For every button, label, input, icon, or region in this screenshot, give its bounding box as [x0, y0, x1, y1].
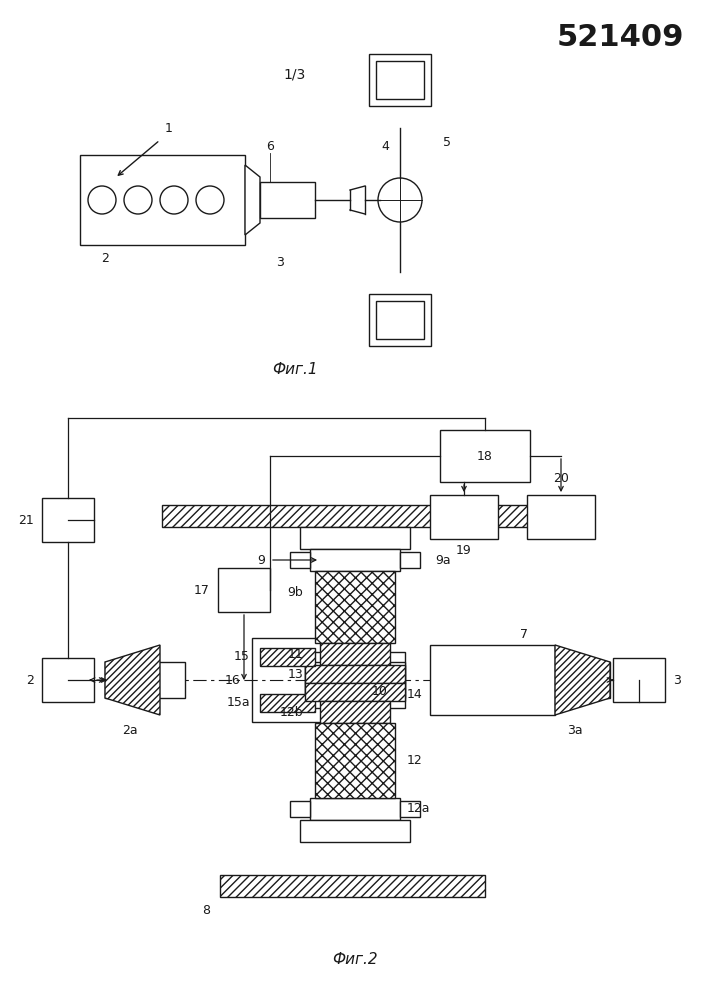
- Bar: [380, 652, 405, 708]
- Bar: [369, 54, 431, 106]
- Bar: [260, 648, 315, 666]
- Text: 9: 9: [257, 554, 265, 566]
- Bar: [218, 568, 270, 612]
- Text: 12b: 12b: [279, 706, 303, 718]
- Text: 1/3: 1/3: [284, 68, 306, 82]
- Text: 10: 10: [372, 685, 388, 698]
- Bar: [305, 662, 405, 698]
- Text: 14: 14: [407, 688, 423, 702]
- Bar: [369, 294, 431, 346]
- Text: 12: 12: [407, 754, 423, 767]
- Text: 20: 20: [553, 472, 569, 485]
- Bar: [220, 875, 485, 897]
- Bar: [376, 301, 424, 339]
- Polygon shape: [245, 165, 260, 235]
- Bar: [300, 820, 410, 842]
- Bar: [315, 571, 395, 643]
- Text: 2a: 2a: [122, 724, 138, 736]
- Bar: [320, 643, 390, 665]
- Text: 3: 3: [276, 255, 284, 268]
- Bar: [376, 61, 424, 99]
- Text: 3a: 3a: [567, 724, 583, 736]
- Text: 9a: 9a: [435, 554, 450, 566]
- Text: 13: 13: [287, 668, 303, 680]
- Text: Фиг.1: Фиг.1: [272, 362, 318, 377]
- Text: 11: 11: [287, 648, 303, 660]
- Bar: [320, 701, 390, 723]
- Text: 9b: 9b: [287, 585, 303, 598]
- Bar: [430, 495, 498, 539]
- Polygon shape: [105, 645, 160, 715]
- Bar: [527, 495, 595, 539]
- Bar: [300, 527, 410, 549]
- Text: 8: 8: [202, 904, 210, 916]
- Bar: [290, 552, 310, 568]
- Bar: [305, 652, 330, 708]
- Bar: [305, 665, 405, 683]
- Text: 3: 3: [673, 674, 681, 686]
- Text: 15a: 15a: [226, 696, 250, 710]
- Text: 15: 15: [234, 650, 250, 664]
- Bar: [613, 658, 665, 702]
- Bar: [310, 798, 400, 820]
- Text: 521409: 521409: [556, 23, 684, 52]
- Text: 17: 17: [194, 584, 210, 596]
- Bar: [430, 645, 555, 715]
- Bar: [105, 662, 185, 698]
- Bar: [400, 552, 420, 568]
- Circle shape: [378, 178, 422, 222]
- Bar: [315, 723, 395, 798]
- Text: 18: 18: [477, 450, 493, 462]
- Text: Фиг.2: Фиг.2: [332, 952, 378, 968]
- Bar: [400, 801, 420, 817]
- Text: 7: 7: [520, 629, 528, 642]
- Text: 2: 2: [101, 251, 109, 264]
- Polygon shape: [555, 645, 610, 715]
- Bar: [260, 694, 315, 712]
- Text: 1: 1: [165, 122, 173, 135]
- Text: 21: 21: [18, 514, 34, 526]
- Bar: [80, 155, 245, 245]
- Bar: [305, 683, 405, 701]
- Bar: [42, 658, 94, 702]
- Text: 6: 6: [266, 140, 274, 153]
- Text: 12a: 12a: [407, 802, 431, 816]
- Bar: [42, 498, 94, 542]
- Text: 16: 16: [224, 674, 240, 686]
- Bar: [315, 666, 330, 694]
- Text: 2: 2: [26, 674, 34, 686]
- Bar: [260, 182, 315, 218]
- Bar: [162, 505, 542, 527]
- Bar: [440, 430, 530, 482]
- Bar: [252, 638, 337, 722]
- Text: 4: 4: [381, 140, 389, 153]
- Text: 5: 5: [443, 136, 451, 149]
- Bar: [290, 801, 310, 817]
- Text: 19: 19: [456, 544, 472, 558]
- Bar: [530, 662, 610, 698]
- Bar: [310, 549, 400, 571]
